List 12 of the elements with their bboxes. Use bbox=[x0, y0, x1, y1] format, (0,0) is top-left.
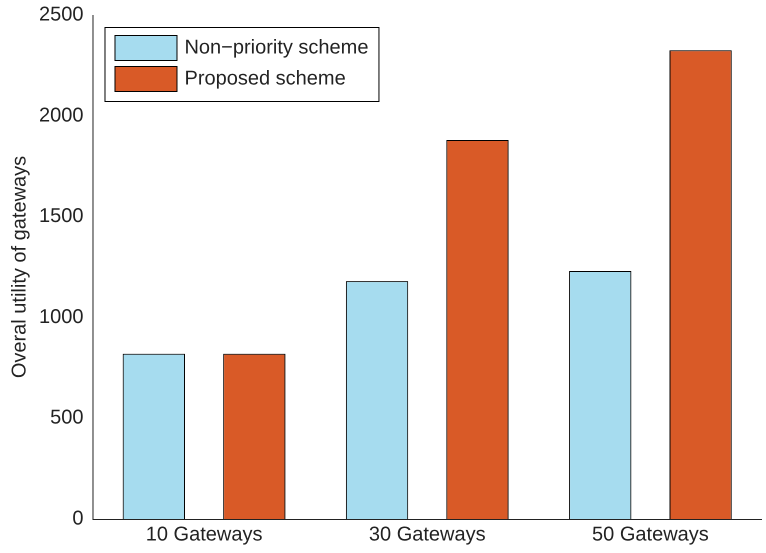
y-tick-label: 2000 bbox=[38, 104, 84, 126]
x-tick-label: 50 Gateways bbox=[592, 524, 709, 546]
y-tick-label: 500 bbox=[50, 406, 84, 429]
y-tick-label: 0 bbox=[72, 508, 84, 530]
legend-label: Non−priority scheme bbox=[184, 36, 368, 59]
legend-label: Proposed scheme bbox=[184, 68, 346, 90]
x-tick-label: 10 Gateways bbox=[146, 524, 262, 546]
y-axis-title: Overal utility of gateways bbox=[8, 156, 31, 378]
x-tick-label: 30 Gateways bbox=[368, 524, 486, 546]
y-tick-label: 1000 bbox=[38, 306, 84, 328]
y-tick-label: 1500 bbox=[38, 205, 84, 228]
y-tick-label: 2500 bbox=[38, 4, 84, 26]
